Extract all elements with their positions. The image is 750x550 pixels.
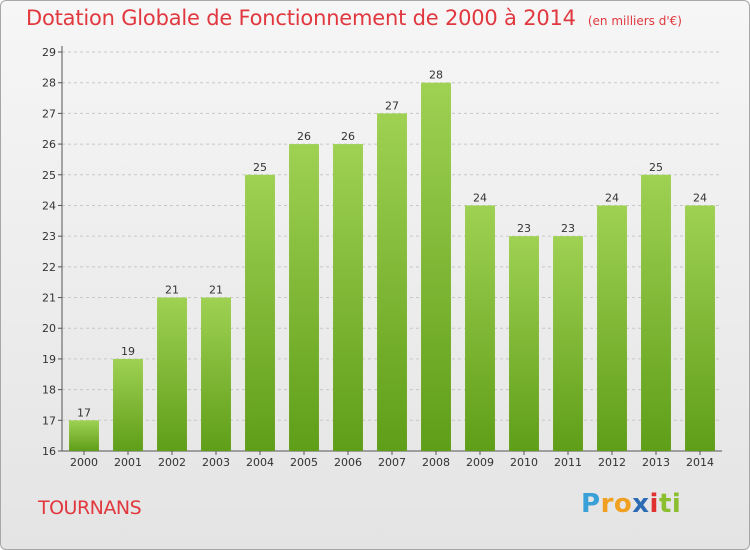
bar-2010 <box>509 236 539 451</box>
bar-2012 <box>597 205 627 451</box>
y-tick-label: 20 <box>42 322 56 335</box>
value-label-2008: 28 <box>429 69 443 82</box>
bar-2006 <box>333 144 363 452</box>
commune-name: TOURNANS <box>38 497 142 519</box>
y-tick-label: 19 <box>42 353 56 366</box>
value-label-2007: 27 <box>385 99 399 112</box>
value-label-2001: 19 <box>121 345 135 358</box>
x-tick-label-2000: 2000 <box>70 456 98 469</box>
x-tick-label-2009: 2009 <box>466 456 494 469</box>
y-tick-label: 21 <box>42 292 56 305</box>
x-tick-label-2006: 2006 <box>334 456 362 469</box>
value-label-2010: 23 <box>517 222 531 235</box>
x-tick-label-2012: 2012 <box>598 456 626 469</box>
y-tick-label: 24 <box>42 199 56 212</box>
bar-2008 <box>421 82 451 451</box>
y-tick-label: 17 <box>42 414 56 427</box>
bar-2004 <box>245 174 275 451</box>
y-tick-label: 25 <box>42 169 56 182</box>
y-tick-label: 18 <box>42 384 56 397</box>
y-tick-label: 22 <box>42 261 56 274</box>
logo-letter: x <box>632 489 650 519</box>
y-tick-label: 23 <box>42 230 56 243</box>
value-label-2011: 23 <box>561 222 575 235</box>
logo-letter: t <box>658 489 672 519</box>
value-label-2006: 26 <box>341 130 355 143</box>
x-tick-label-2001: 2001 <box>114 456 142 469</box>
value-label-2013: 25 <box>649 161 663 174</box>
bar-2011 <box>553 236 583 451</box>
x-tick-label-2014: 2014 <box>686 456 714 469</box>
logo-letter: i <box>649 489 659 519</box>
bar-2000 <box>69 420 99 451</box>
y-tick-label: 16 <box>42 445 56 458</box>
value-label-2005: 26 <box>297 130 311 143</box>
bar-2005 <box>289 144 319 452</box>
x-tick-label-2005: 2005 <box>290 456 318 469</box>
value-label-2000: 17 <box>77 406 91 419</box>
chart-subtitle: (en milliers d'€) <box>587 14 682 28</box>
y-tick-label: 27 <box>42 107 56 120</box>
proxiti-logo: Proxiti <box>581 489 681 519</box>
chart-title: Dotation Globale de Fonctionnement de 20… <box>26 6 682 30</box>
x-tick-label-2002: 2002 <box>158 456 186 469</box>
x-tick-label-2008: 2008 <box>422 456 450 469</box>
y-tick-label: 29 <box>42 46 56 59</box>
value-label-2009: 24 <box>473 191 487 204</box>
logo-letter: r <box>600 489 614 519</box>
x-tick-label-2010: 2010 <box>510 456 538 469</box>
bar-2014 <box>685 205 715 451</box>
x-tick-label-2013: 2013 <box>642 456 670 469</box>
x-tick-label-2007: 2007 <box>378 456 406 469</box>
x-tick-label-2011: 2011 <box>554 456 582 469</box>
bar-2001 <box>113 358 143 451</box>
y-tick-label: 28 <box>42 77 56 90</box>
bar-2007 <box>377 113 407 451</box>
x-tick-label-2003: 2003 <box>202 456 230 469</box>
logo-letter: i <box>671 489 682 519</box>
bar-2002 <box>157 297 187 451</box>
chart-title-main: Dotation Globale de Fonctionnement de 20… <box>26 6 576 30</box>
logo-letter: o <box>613 489 633 519</box>
y-tick-label: 26 <box>42 138 56 151</box>
value-label-2004: 25 <box>253 161 267 174</box>
value-label-2003: 21 <box>209 284 223 297</box>
value-label-2014: 24 <box>693 191 707 204</box>
bar-2003 <box>201 297 231 451</box>
logo-letter: P <box>581 489 601 519</box>
bar-2009 <box>465 205 495 451</box>
x-tick-label-2004: 2004 <box>246 456 274 469</box>
bar-2013 <box>641 174 671 451</box>
value-label-2002: 21 <box>165 284 179 297</box>
value-label-2012: 24 <box>605 191 619 204</box>
